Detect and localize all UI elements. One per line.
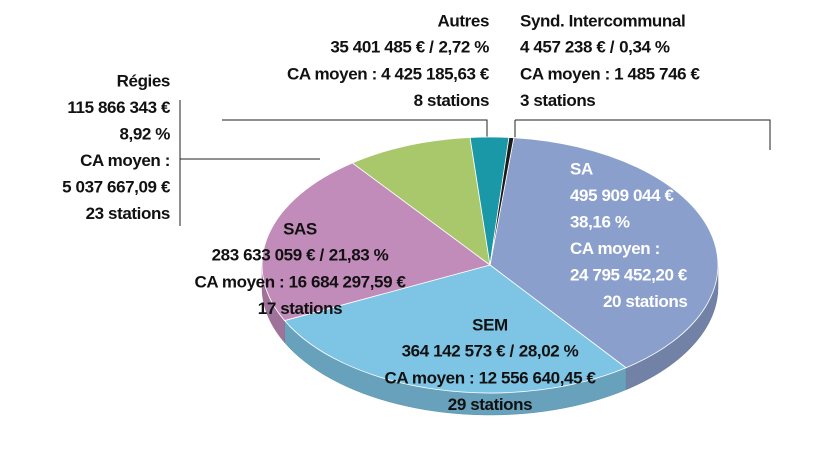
amount-percent-line: 364 142 573 € /28,02 %: [402, 342, 579, 361]
category-label: Régies: [117, 71, 170, 90]
amount-label: 35 401 485 € /: [330, 38, 434, 57]
amount-label: 283 633 059 € /: [212, 246, 325, 265]
average-label: 24 795 452,20 €: [570, 265, 688, 284]
average-label: CA moyen :: [570, 239, 660, 258]
slice-label: SEM 364 142 573 € /28,02 % CA moyen : 12 5…: [384, 315, 596, 414]
value-label: 28,02 %: [519, 342, 579, 361]
station-label: 3 stations: [520, 91, 595, 110]
value-label: 38,16 %: [570, 212, 630, 231]
leader-line: [514, 119, 771, 150]
amount-percent-line: 35 401 485 € /2,72 %: [330, 38, 489, 57]
pie-slice: [489, 137, 719, 369]
value-label: 21,83 %: [329, 246, 389, 265]
slice-label: SA 495 909 044 € 38,16 % CA moyen : 24 795 4…: [570, 159, 688, 311]
average-label: CA moyen : 1 485 746 €: [520, 64, 700, 83]
amount-label: 495 909 044 €: [570, 186, 674, 205]
average-label: CA moyen : 16 684 297,59 €: [194, 272, 406, 291]
station-label: 20 stations: [603, 292, 687, 311]
category-label: SAS: [283, 219, 317, 238]
slice-label: Régies 115 866 343 € 8,92 % CA moyen : 5 037…: [62, 71, 171, 223]
amount-percent-line: 283 633 059 € /21,83 %: [212, 246, 389, 265]
station-label: 23 stations: [86, 204, 170, 223]
pie-slice: [489, 137, 515, 266]
pie-slice: [351, 137, 491, 266]
slice-label: SAS 283 633 059 € /21,83 % CA moyen : 16 6…: [194, 219, 406, 318]
value-label: 2,72 %: [438, 38, 489, 57]
average-label: CA moyen : 12 556 640,45 €: [384, 368, 596, 387]
station-label: 29 stations: [448, 395, 532, 414]
category-label: Synd. Intercommunal: [520, 11, 685, 30]
category-label: Autres: [438, 11, 489, 30]
pie-slice: [261, 162, 491, 322]
average-label: CA moyen : 4 425 185,63 €: [287, 64, 490, 83]
amount-percent-line: 4 457 238 € /0,34 %: [520, 38, 670, 57]
pie-slices: [261, 136, 719, 394]
station-label: 8 stations: [414, 91, 489, 110]
leader-line: [179, 100, 320, 226]
value-label: 0,34 %: [619, 38, 670, 57]
leader-lines: [179, 100, 771, 226]
slice-label: Synd. Intercommunal 4 457 238 € /0,34 % CA…: [520, 11, 701, 110]
value-label: 8,92 %: [119, 124, 170, 143]
average-label: 5 037 667,09 €: [62, 177, 171, 196]
amount-label: 364 142 573 € /: [402, 342, 515, 361]
average-label: CA moyen :: [80, 151, 170, 170]
pie-slice: [283, 264, 627, 394]
amount-label: 4 457 238 € /: [520, 38, 615, 57]
station-label: 17 stations: [258, 299, 342, 318]
amount-label: 115 866 343 €: [67, 98, 171, 117]
category-label: SEM: [472, 315, 508, 334]
category-label: SA: [570, 159, 593, 178]
